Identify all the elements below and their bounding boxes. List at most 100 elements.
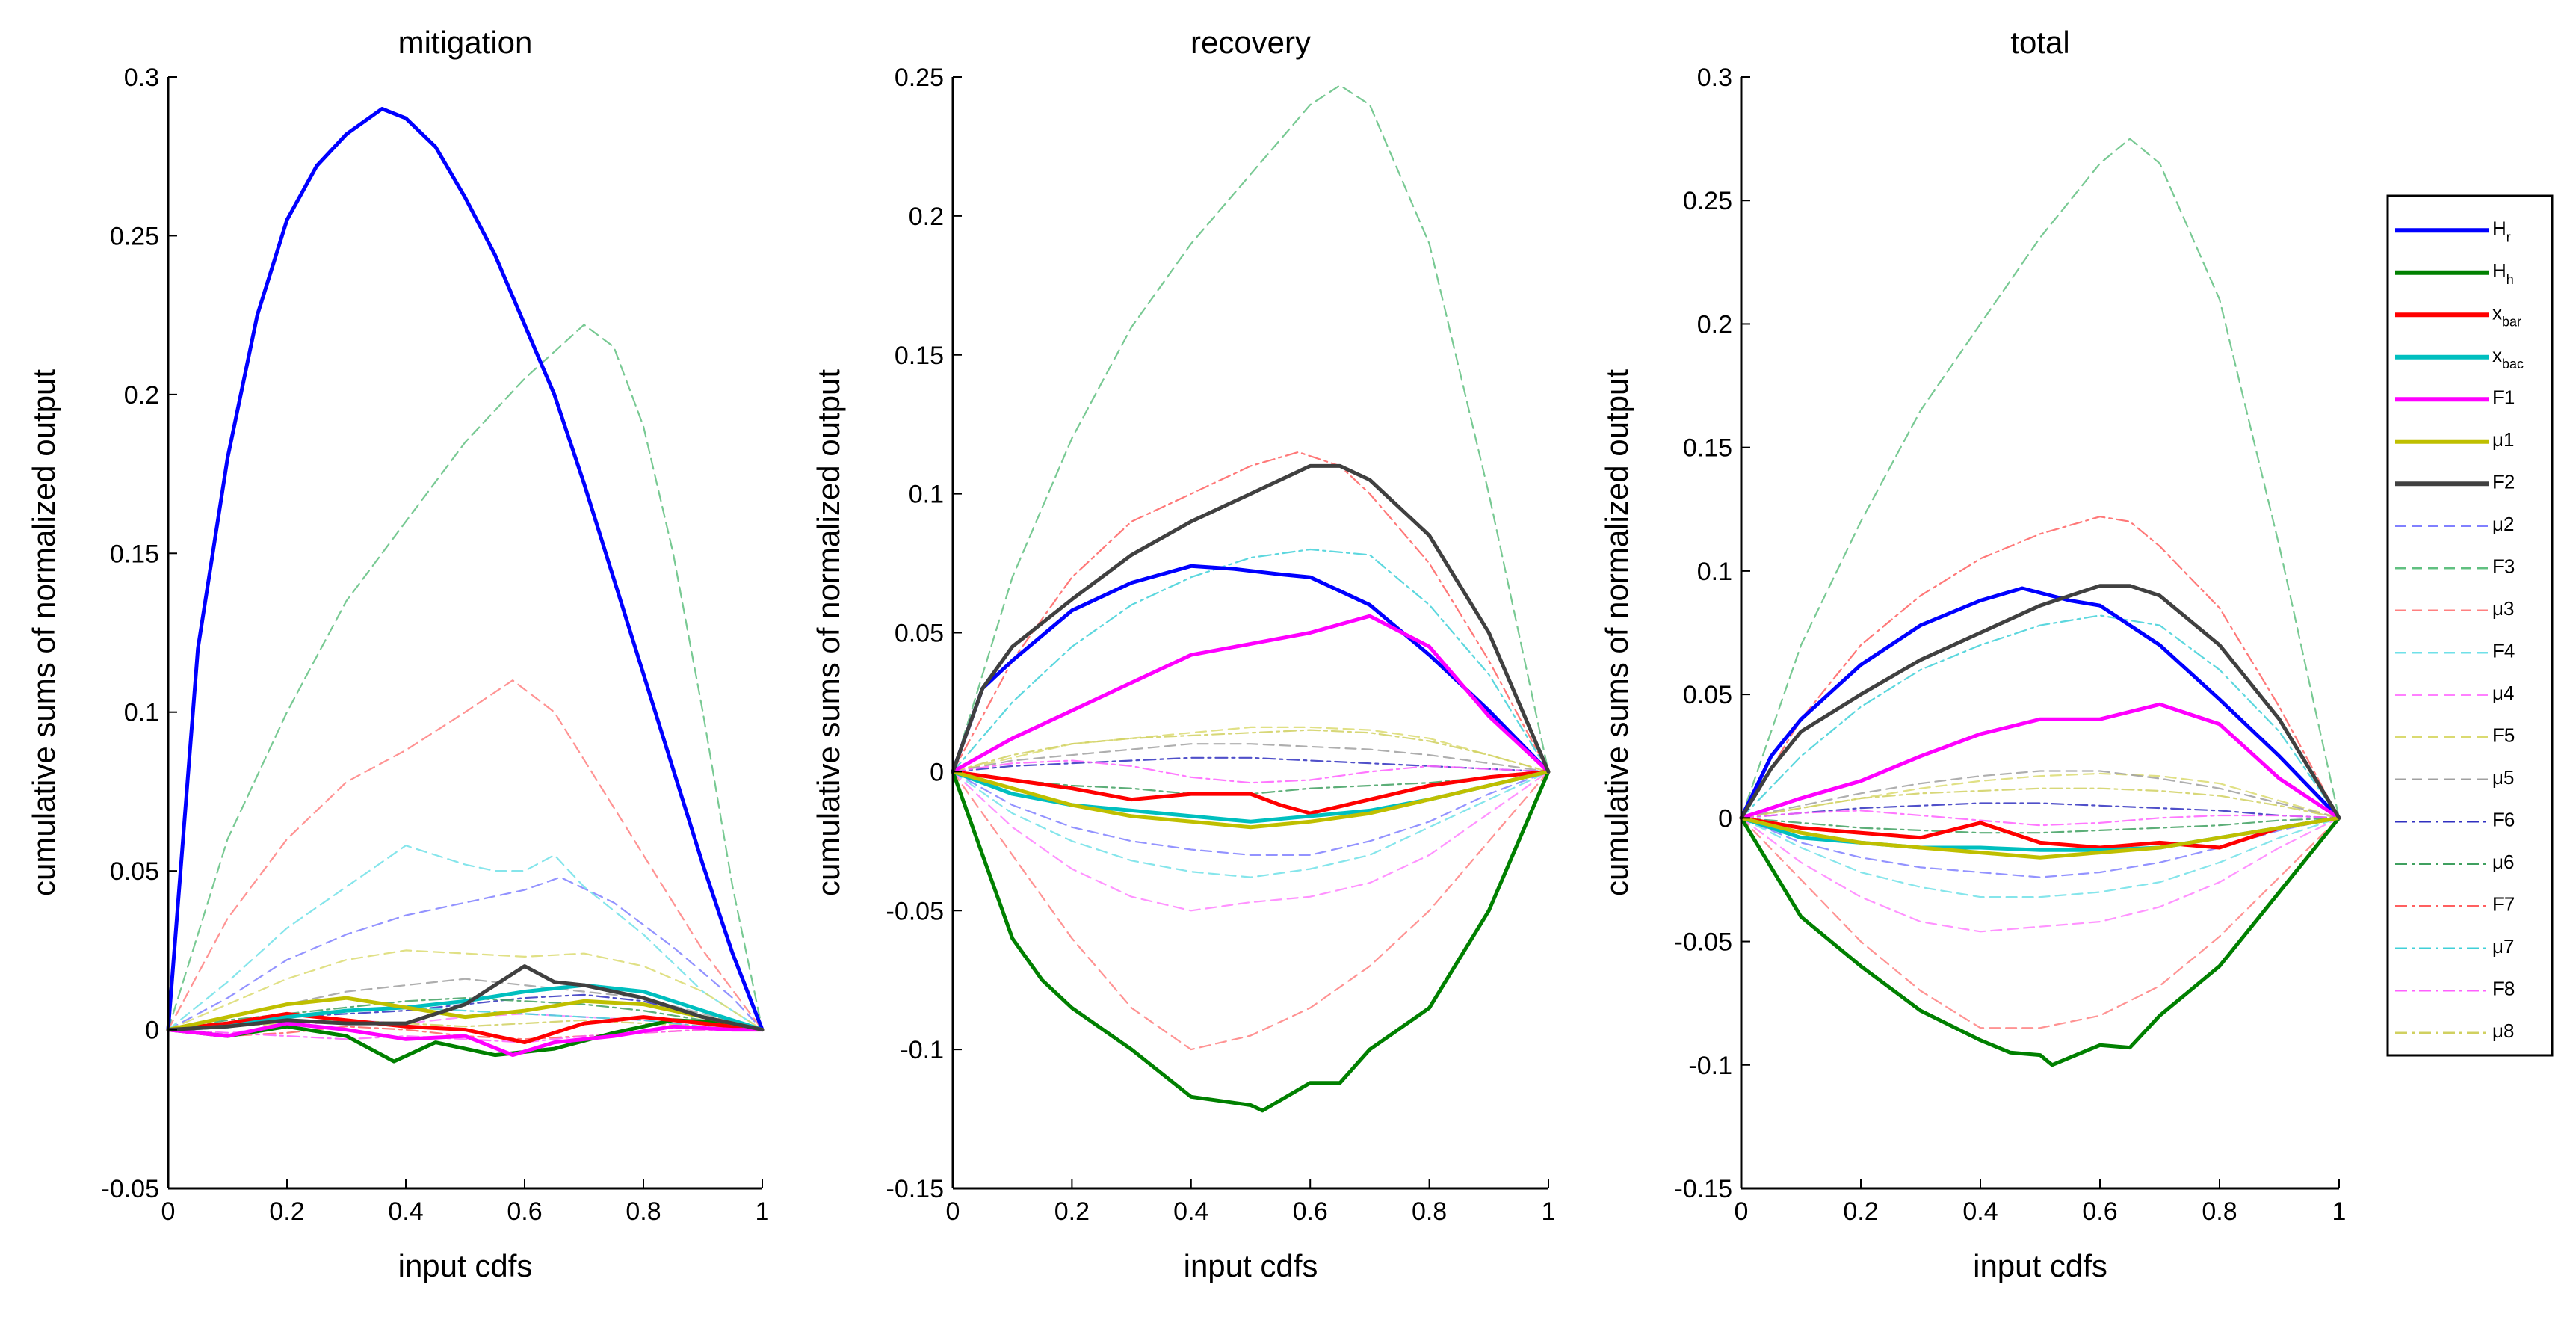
series-line-x_bar (1739, 815, 2341, 850)
y-tick-label: 0 (145, 1017, 159, 1045)
x-tick-label: 0.6 (1293, 1197, 1328, 1226)
x-tick-label: 0.2 (1843, 1197, 1878, 1226)
series-line-μ2 (1740, 817, 2341, 878)
series-line-μ4 (1740, 817, 2341, 933)
chart-title: mitigation (398, 25, 533, 60)
y-tick-label: -0.05 (886, 897, 945, 925)
y-tick-label: -0.15 (886, 1175, 945, 1203)
legend-label: F3 (2492, 555, 2515, 577)
series-lines (951, 84, 1551, 1113)
legend-entry-x_bac: xbac (2395, 344, 2524, 371)
chart-title: recovery (1190, 25, 1311, 60)
legend-label: F5 (2492, 724, 2515, 746)
legend-entry-H_r: Hr (2395, 217, 2511, 244)
series-line-F6 (951, 756, 1550, 773)
y-tick-label: 0 (930, 758, 944, 786)
legend-label: μ3 (2492, 597, 2514, 620)
series-lines (1739, 138, 2341, 1067)
series-lines (166, 107, 765, 1064)
chart-title: total (2010, 25, 2069, 60)
x-tick-label: 0.4 (1962, 1197, 1998, 1226)
legend-entry-μ4: μ4 (2395, 682, 2514, 704)
legend-label: xbac (2492, 344, 2524, 371)
series-line-F8 (167, 1029, 764, 1043)
legend-entry-F2: F2 (2395, 470, 2515, 493)
legend-entry-F5: F5 (2395, 724, 2515, 746)
y-tick-label: 0.05 (895, 620, 944, 648)
series-line-μ8 (1740, 787, 2341, 819)
y-tick-label: 0.15 (1683, 434, 1732, 463)
chart-panel-mitigation: 0 0.2 0.4 0.6 0.8 1-0.0500.050.10.150.20.250.… (26, 25, 769, 1283)
legend-label: μ2 (2492, 513, 2514, 535)
legend-entry-F4: F4 (2395, 639, 2515, 662)
legend-entry-μ8: μ8 (2395, 1020, 2514, 1042)
series-line-F2 (166, 964, 765, 1032)
legend-label: μ8 (2492, 1020, 2514, 1042)
legend-label: F8 (2492, 977, 2515, 999)
legend-label: μ6 (2492, 851, 2514, 873)
legend-box (2386, 194, 2554, 1057)
x-tick-label: 0.4 (388, 1197, 423, 1226)
series-line-μ2 (167, 876, 764, 1031)
legend-entry-μ6: μ6 (2395, 851, 2514, 873)
series-line-x_bac (166, 983, 765, 1032)
legend-entry-μ5: μ5 (2395, 766, 2514, 789)
series-line-μ3 (167, 679, 764, 1031)
legend-label: Hr (2492, 217, 2511, 244)
legend-entry-H_h: Hh (2395, 259, 2514, 287)
x-tick-label: 1 (2332, 1197, 2347, 1226)
x-tick-label: 0.6 (2082, 1197, 2117, 1226)
y-tick-label: 0 (1718, 804, 1732, 833)
series-line-x_bar (166, 1011, 765, 1045)
chart-panel-total: 0 0.2 0.4 0.6 0.8 1 -0.15 -0.1 -0.05 0 0.05 0.1 0.15… (1599, 25, 2346, 1283)
x-tick-label: 0.8 (1412, 1197, 1447, 1226)
legend-entry-F7: F7 (2395, 892, 2515, 915)
legend-label: F1 (2492, 386, 2515, 408)
legend-entry-F6: F6 (2395, 808, 2515, 830)
y-tick-label: 0.2 (1697, 310, 1732, 339)
x-tick-label: 0.2 (1054, 1197, 1090, 1226)
legend-entry-F3: F3 (2395, 555, 2515, 577)
series-line-F4 (951, 771, 1550, 878)
series-line-F8 (951, 759, 1550, 784)
series-line-F8 (1740, 810, 2341, 827)
y-tick-label: 0.2 (909, 203, 944, 231)
series-line-μ8 (167, 1019, 764, 1031)
legend-entry-μ2: μ2 (2395, 513, 2514, 535)
series-line-μ1 (166, 996, 765, 1032)
legend-entry-μ3: μ3 (2395, 597, 2514, 620)
y-tick-label: -0.1 (1688, 1052, 1732, 1080)
legend-label: F2 (2492, 470, 2515, 493)
series-line-H_r (951, 564, 1551, 774)
series-line-F2 (1739, 584, 2341, 820)
y-tick-label: 0.25 (110, 222, 159, 250)
legend-entry-F1: F1 (2395, 386, 2515, 408)
y-tick-label: 0.15 (110, 540, 159, 568)
legend-entry-x_bar: xbar (2395, 301, 2521, 329)
x-tick-label: 1 (756, 1197, 770, 1226)
chart-panel-recovery: 0 0.2 0.4 0.6 0.8 1 -0.15 -0.1 -0.05 0 0.05 0.1 0.15… (811, 25, 1555, 1283)
legend-label: F7 (2492, 892, 2515, 915)
legend-label: μ1 (2492, 428, 2514, 451)
series-line-F6 (1740, 802, 2341, 819)
series-line-F5 (167, 949, 764, 1031)
series-line-F7 (1740, 516, 2341, 819)
x-tick-label: 0.6 (507, 1197, 542, 1226)
series-line-μ7 (951, 548, 1550, 773)
y-tick-label: 0.1 (124, 699, 159, 727)
series-line-F1 (951, 614, 1551, 774)
y-axis-label: cumulative sums of normalized output (1599, 369, 1634, 896)
y-tick-label: 0.05 (1683, 681, 1732, 709)
series-line-F3 (1740, 138, 2341, 819)
series-line-x_bar (951, 769, 1551, 815)
series-line-F4 (1740, 817, 2341, 898)
y-tick-label: -0.15 (1675, 1175, 1733, 1203)
legend-label: μ4 (2492, 682, 2514, 704)
series-line-μ5 (951, 743, 1550, 773)
series-line-F2 (951, 463, 1551, 774)
x-axis-label: input cdfs (398, 1248, 533, 1283)
series-line-μ5 (1740, 770, 2341, 819)
series-line-F1 (166, 1021, 765, 1058)
series-line-μ6 (1740, 817, 2341, 834)
